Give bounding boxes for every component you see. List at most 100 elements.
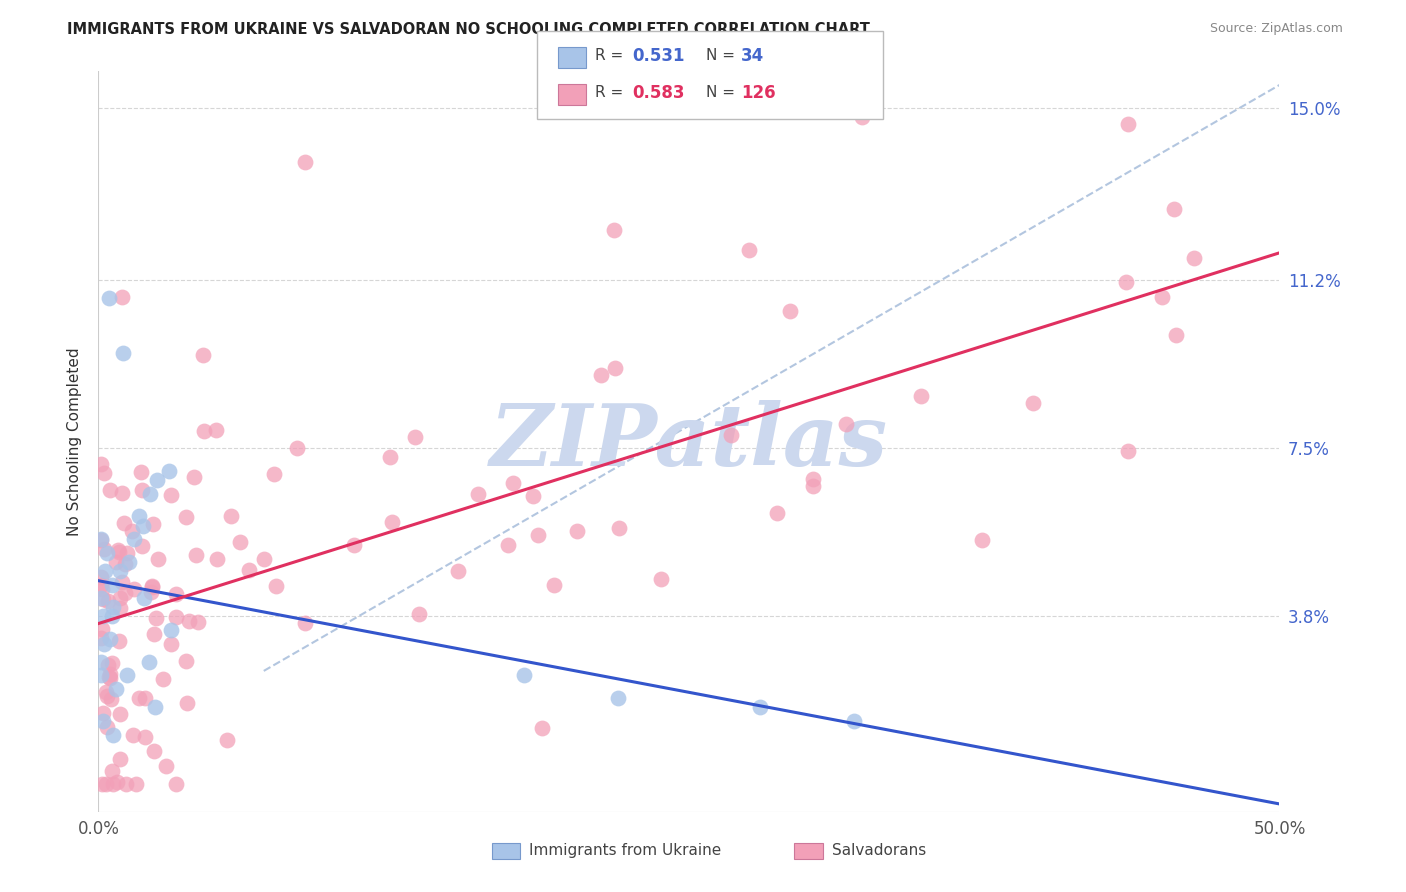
Point [111, 486, 134, 500]
Point [183, 469, 205, 483]
Point [160, 637, 183, 651]
Text: N =: N = [706, 85, 740, 100]
Point [100, 764, 122, 779]
Point [221, 509, 243, 524]
Text: 0.531: 0.531 [633, 46, 685, 64]
Point [107, 543, 129, 558]
Point [141, 584, 163, 599]
Point [157, 464, 180, 478]
Point [404, 430, 426, 444]
Text: Immigrants from Ukraine: Immigrants from Ukraine [529, 844, 721, 858]
Point [179, 614, 201, 628]
Point [142, 627, 165, 641]
Point [165, 777, 187, 791]
Point [603, 223, 626, 237]
Point [801, 472, 824, 486]
Point [115, 777, 138, 791]
Point [93, 541, 115, 556]
Point [121, 524, 143, 538]
Point [467, 487, 489, 501]
Point [143, 744, 166, 758]
Point [100, 691, 122, 706]
Point [100, 656, 122, 670]
Point [96, 689, 118, 703]
Point [720, 428, 742, 442]
Point [141, 580, 163, 594]
Point [114, 516, 136, 531]
Point [90, 631, 112, 645]
Point [91, 582, 114, 596]
Point [152, 672, 174, 686]
Point [128, 509, 150, 524]
Point [844, 714, 866, 728]
Text: N =: N = [706, 48, 740, 63]
Point [124, 582, 146, 597]
Point [779, 303, 801, 318]
Point [100, 577, 122, 591]
Point [174, 654, 197, 668]
Text: ZIPatlas: ZIPatlas [489, 400, 889, 483]
Point [253, 552, 276, 566]
Point [98, 632, 121, 647]
Point [90, 655, 112, 669]
Point [96, 546, 118, 560]
Point [238, 563, 260, 577]
Point [263, 467, 285, 482]
Point [108, 591, 131, 605]
Point [160, 488, 183, 502]
Point [380, 516, 402, 530]
Point [141, 579, 163, 593]
Point [93, 637, 115, 651]
Point [94, 685, 117, 699]
Point [90, 533, 112, 547]
Point [111, 575, 134, 590]
Point [90, 570, 112, 584]
Point [91, 591, 114, 606]
Point [447, 565, 470, 579]
Point [91, 777, 114, 791]
Point [134, 730, 156, 744]
Point [108, 752, 131, 766]
Point [111, 290, 134, 304]
Y-axis label: No Schooling Completed: No Schooling Completed [66, 347, 82, 536]
Point [90, 577, 112, 591]
Point [187, 615, 209, 629]
Point [165, 610, 187, 624]
Point [294, 616, 316, 631]
Point [138, 655, 160, 669]
Point [801, 479, 824, 493]
Point [205, 423, 228, 437]
Text: R =: R = [595, 85, 628, 100]
Point [1022, 396, 1045, 410]
Point [738, 243, 761, 257]
Point [108, 564, 131, 578]
Point [90, 668, 112, 682]
Point [567, 524, 589, 539]
Point [287, 441, 309, 455]
Point [176, 696, 198, 710]
Point [607, 691, 630, 706]
Point [132, 591, 155, 606]
Point [98, 670, 121, 684]
Point [145, 611, 167, 625]
Point [264, 578, 287, 592]
Point [155, 759, 177, 773]
Point [98, 667, 121, 681]
Point [100, 609, 122, 624]
Point [118, 555, 141, 569]
Point [97, 594, 120, 608]
Point [93, 714, 115, 728]
Point [90, 591, 112, 606]
Point [1182, 251, 1205, 265]
Point [851, 110, 873, 124]
Point [97, 658, 120, 673]
Point [512, 668, 534, 682]
Point [110, 601, 132, 615]
Point [103, 727, 125, 741]
Point [835, 417, 858, 431]
Point [343, 538, 366, 552]
Point [101, 777, 124, 791]
Point [294, 155, 316, 169]
Text: 126: 126 [741, 84, 776, 102]
Point [114, 586, 136, 600]
